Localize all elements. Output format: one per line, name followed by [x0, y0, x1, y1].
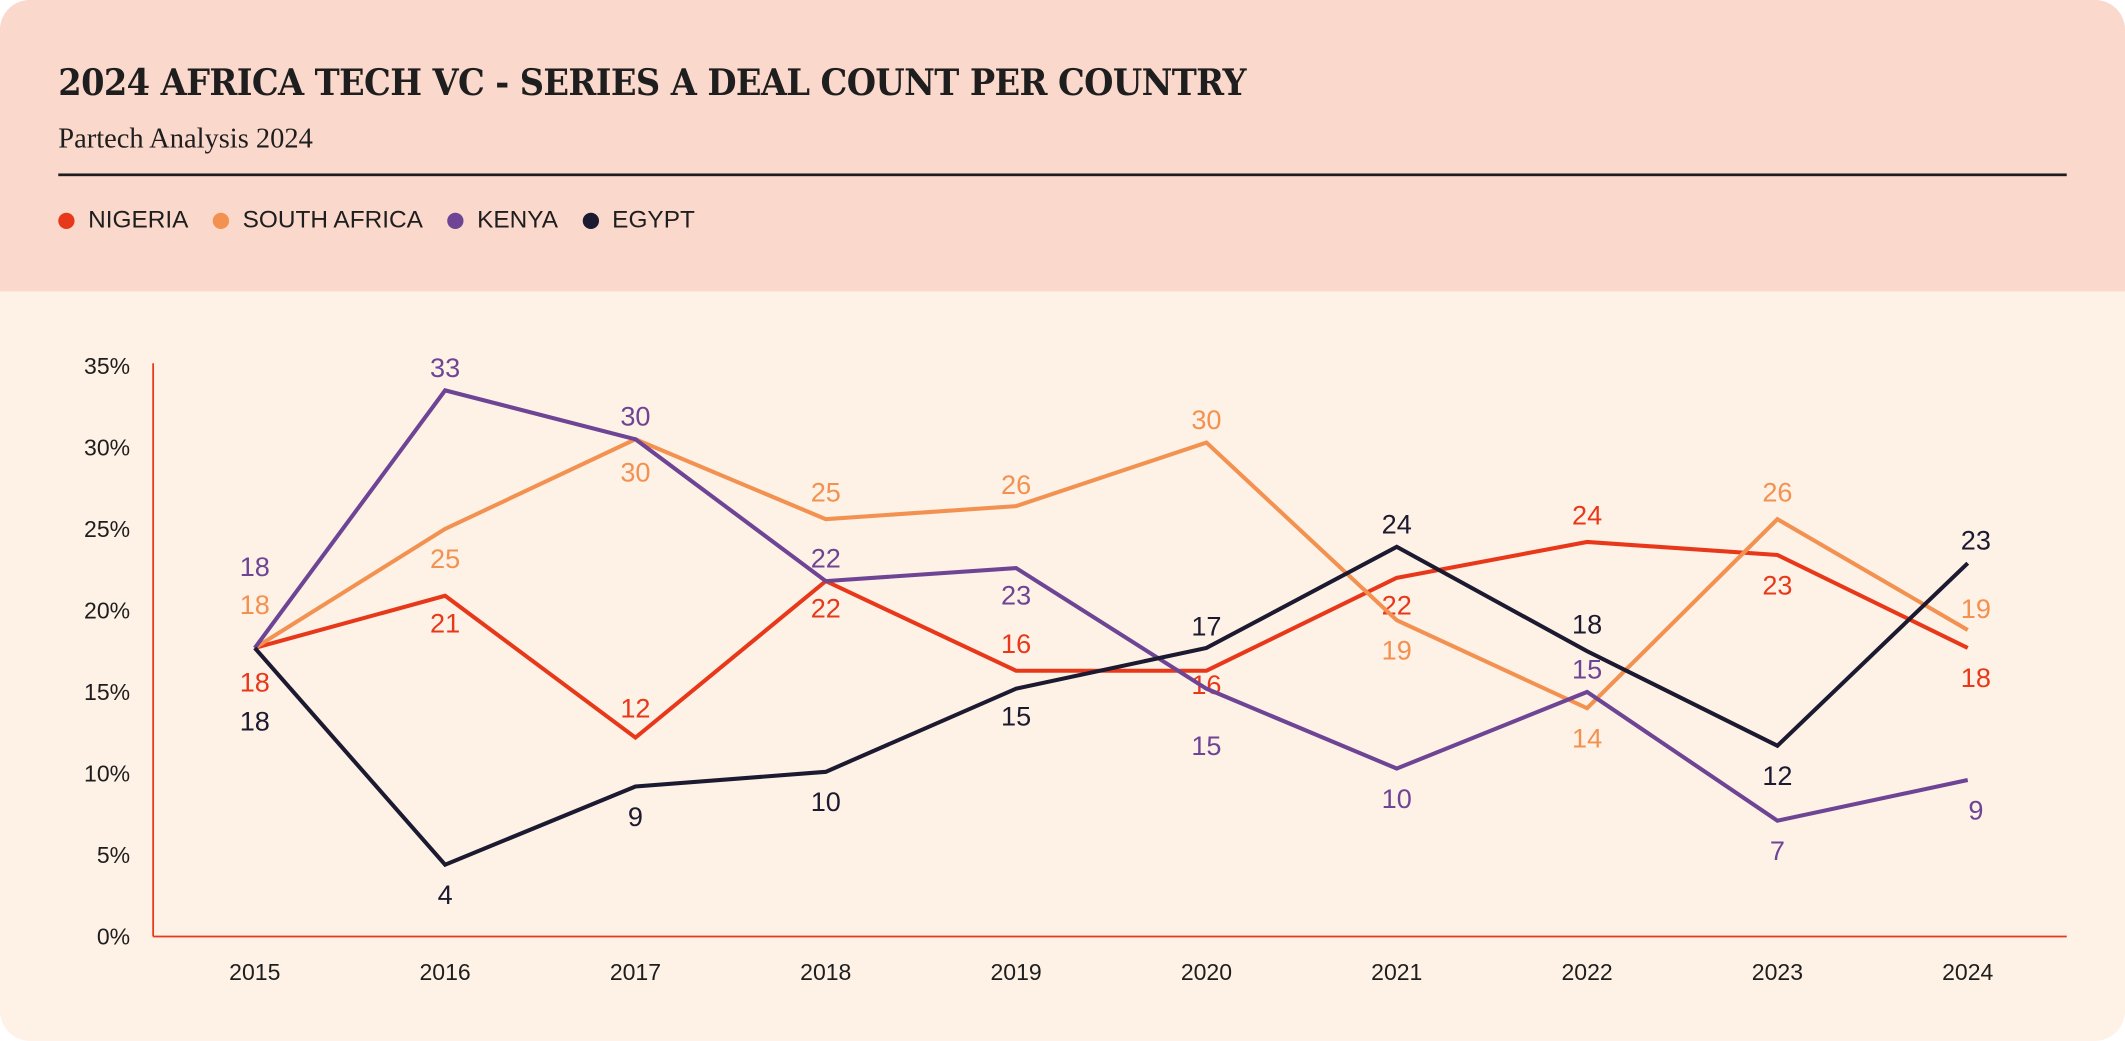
data-label: 23: [1961, 525, 1991, 556]
x-tick-label: 2018: [800, 959, 851, 985]
data-label: 4: [438, 879, 453, 910]
y-tick-label: 5%: [97, 842, 130, 868]
data-label: 17: [1191, 611, 1221, 642]
data-label: 19: [1961, 593, 1991, 624]
data-label: 22: [811, 543, 841, 574]
data-label: 30: [1191, 404, 1221, 435]
data-label: 18: [1572, 609, 1602, 640]
header-divider: [58, 173, 2067, 177]
y-tick-label: 0%: [97, 924, 130, 950]
data-label: 18: [1961, 662, 1991, 693]
data-label: 30: [620, 456, 650, 487]
x-tick-label: 2023: [1752, 959, 1803, 985]
legend-dot: [58, 212, 75, 229]
data-label: 18: [240, 706, 270, 737]
series-line-nigeria: [254, 539, 1969, 741]
data-label: 24: [1382, 508, 1412, 539]
series-line-kenya: [253, 388, 1969, 823]
legend-item-nigeria: NIGERIA: [58, 206, 188, 234]
data-label: 23: [1001, 580, 1031, 611]
data-label: 18: [240, 551, 270, 582]
data-label: 18: [240, 589, 270, 620]
data-label: 15: [1001, 700, 1031, 731]
data-label: 18: [240, 666, 270, 697]
x-tick-label: 2017: [610, 959, 661, 985]
x-tick-label: 2024: [1942, 959, 1993, 985]
data-label: 10: [811, 786, 841, 817]
y-tick-label: 15%: [84, 679, 130, 705]
legend: NIGERIA SOUTH AFRICA KENYA EGYPT: [58, 206, 695, 234]
x-tick-label: 2021: [1371, 959, 1422, 985]
data-label: 33: [430, 352, 460, 383]
data-label: 30: [620, 401, 650, 432]
y-tick-label: 10%: [84, 761, 130, 787]
data-label: 16: [1001, 628, 1031, 659]
x-tick-label: 2016: [420, 959, 471, 985]
chart-subtitle: Partech Analysis 2024: [58, 121, 313, 155]
legend-label: SOUTH AFRICA: [242, 205, 423, 234]
x-tick-label: 2020: [1181, 959, 1232, 985]
legend-item-egypt: EGYPT: [582, 206, 695, 234]
data-label: 10: [1382, 783, 1412, 814]
data-label: 24: [1572, 499, 1602, 530]
y-tick-label: 30%: [84, 435, 130, 461]
y-tick-label: 25%: [84, 516, 130, 542]
series-line-egypt: [253, 544, 1970, 868]
x-tick-label: 2015: [229, 959, 280, 985]
data-label: 25: [430, 543, 460, 574]
legend-label: EGYPT: [612, 205, 695, 234]
y-tick-label: 20%: [84, 598, 130, 624]
x-tick-label: 2022: [1561, 959, 1612, 985]
data-label: 21: [430, 607, 460, 638]
data-label: 15: [1572, 653, 1602, 684]
chart-title: 2024 AFRICA TECH VC - SERIES A DEAL COUN…: [58, 62, 1246, 105]
legend-item-kenya: KENYA: [447, 206, 558, 234]
legend-label: KENYA: [477, 205, 558, 234]
x-tick-label: 2019: [990, 959, 1041, 985]
data-label: 19: [1382, 635, 1412, 666]
legend-dot: [447, 212, 464, 229]
legend-label: NIGERIA: [88, 205, 189, 234]
data-label: 14: [1572, 723, 1602, 754]
legend-dot: [212, 212, 230, 229]
legend-dot: [582, 212, 599, 229]
data-label: 12: [620, 692, 650, 723]
data-label: 22: [1382, 589, 1412, 620]
data-label: 7: [1770, 835, 1785, 866]
data-label: 12: [1762, 760, 1792, 791]
data-label: 22: [811, 593, 841, 624]
data-label: 26: [1001, 469, 1031, 500]
y-tick-label: 35%: [84, 353, 130, 379]
data-label: 26: [1762, 477, 1792, 508]
legend-item-south-africa: SOUTH AFRICA: [212, 205, 423, 234]
data-label: 9: [1968, 794, 1983, 825]
data-label: 9: [628, 801, 643, 832]
data-label: 23: [1762, 569, 1792, 600]
chart-header: 2024 AFRICA TECH VC - SERIES A DEAL COUN…: [0, 0, 2125, 292]
data-label: 25: [811, 477, 841, 508]
data-label: 15: [1191, 730, 1221, 761]
series-line-south-africa: [253, 437, 1969, 711]
